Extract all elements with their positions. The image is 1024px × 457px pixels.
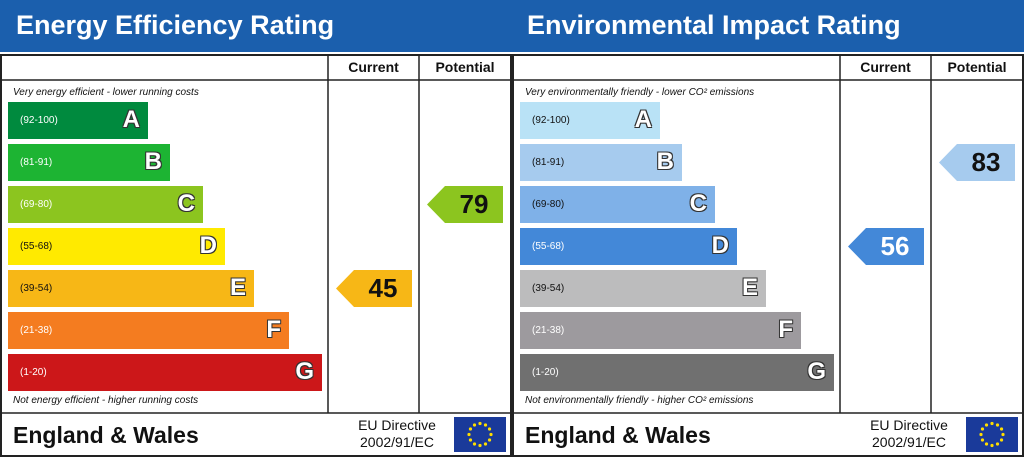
- band-range: (92-100): [20, 115, 58, 126]
- band-range: (21-38): [20, 325, 53, 336]
- energy-efficiency-panel: Energy Efficiency Rating Current Potenti…: [0, 0, 512, 457]
- potential-rating-value: 79: [459, 189, 489, 219]
- band-g: (1-20) G: [8, 354, 322, 391]
- environmental-impact-panel: Environmental Impact Rating Current Pote…: [512, 0, 1024, 457]
- band-letter: B: [144, 148, 162, 175]
- band-b: (81-91) B: [8, 144, 170, 181]
- band-c: (69-80) C: [520, 186, 715, 223]
- band-d: (55-68) D: [520, 228, 737, 265]
- top-note: Very environmentally friendly - lower CO…: [525, 87, 755, 98]
- grid-lines: [0, 54, 512, 457]
- band-range: (81-91): [20, 157, 53, 168]
- region-label: England & Wales: [13, 422, 199, 448]
- band-letter: G: [807, 358, 826, 385]
- eu-directive: EU Directive 2002/91/EC: [348, 417, 446, 451]
- band-letter: B: [656, 148, 674, 175]
- band-range: (69-80): [532, 199, 565, 210]
- band-letter: A: [122, 106, 140, 133]
- band-b: (81-91) B: [520, 144, 682, 181]
- top-note: Very energy efficient - lower running co…: [13, 87, 199, 98]
- band-f: (21-38) F: [8, 312, 289, 349]
- band-range: (55-68): [20, 241, 53, 252]
- band-f: (21-38) F: [520, 312, 801, 349]
- band-a: (92-100) A: [8, 102, 148, 139]
- potential-arrow-shape: [939, 144, 1015, 181]
- grid-lines: [512, 54, 1024, 457]
- band-letter: D: [199, 232, 217, 259]
- eu-directive: EU Directive 2002/91/EC: [860, 417, 958, 451]
- band-a: (92-100) A: [520, 102, 660, 139]
- bottom-note: Not energy efficient - higher running co…: [13, 395, 199, 406]
- region-label: England & Wales: [525, 422, 711, 448]
- potential-rating-value: 83: [971, 147, 1001, 177]
- column-header-current: Current: [860, 59, 911, 75]
- current-arrow-shape: [848, 228, 924, 265]
- band-letter: A: [634, 106, 652, 133]
- directive-line-1: EU Directive: [358, 417, 436, 433]
- chart-title: Energy Efficiency Rating: [16, 10, 335, 40]
- band-range: (21-38): [532, 325, 565, 336]
- band-d: (55-68) D: [8, 228, 225, 265]
- directive-line-2: 2002/91/EC: [360, 434, 434, 450]
- band-range: (1-20): [532, 367, 559, 378]
- band-range: (92-100): [532, 115, 570, 126]
- band-range: (39-54): [20, 283, 53, 294]
- band-range: (69-80): [20, 199, 53, 210]
- band-letter: C: [689, 190, 707, 217]
- eu-flag-icon: [966, 417, 1018, 452]
- band-letter: E: [741, 274, 758, 301]
- chart-frame: [512, 54, 1024, 457]
- band-letter: D: [711, 232, 729, 259]
- directive-line-1: EU Directive: [870, 417, 948, 433]
- current-rating-arrow: 45: [336, 270, 412, 307]
- band-range: (39-54): [532, 283, 565, 294]
- band-letter: E: [229, 274, 246, 301]
- column-header-potential: Potential: [435, 59, 495, 75]
- band-letter: C: [177, 190, 195, 217]
- panel-header: Energy Efficiency Rating: [0, 0, 512, 52]
- bottom-note: Not environmentally friendly - higher CO…: [525, 395, 754, 406]
- band-letter: F: [266, 316, 281, 343]
- band-e: (39-54) E: [520, 270, 766, 307]
- band-range: (1-20): [20, 367, 47, 378]
- band-g: (1-20) G: [520, 354, 834, 391]
- band-letter: F: [778, 316, 793, 343]
- potential-rating-arrow: 79: [427, 186, 503, 223]
- current-arrow-shape: [336, 270, 412, 307]
- column-header-current: Current: [348, 59, 399, 75]
- eu-flag-icon: [454, 417, 506, 452]
- band-c: (69-80) C: [8, 186, 203, 223]
- band-e: (39-54) E: [8, 270, 254, 307]
- panel-header: Environmental Impact Rating: [512, 0, 1024, 52]
- current-rating-value: 45: [368, 273, 398, 303]
- directive-line-2: 2002/91/EC: [872, 434, 946, 450]
- chart-frame: [0, 54, 512, 457]
- band-letter: G: [295, 358, 314, 385]
- chart-title: Environmental Impact Rating: [527, 10, 901, 40]
- potential-arrow-shape: [427, 186, 503, 223]
- potential-rating-arrow: 83: [939, 144, 1015, 181]
- current-rating-arrow: 56: [848, 228, 924, 265]
- current-rating-value: 56: [880, 231, 910, 261]
- column-header-potential: Potential: [947, 59, 1007, 75]
- band-range: (81-91): [532, 157, 565, 168]
- band-range: (55-68): [532, 241, 565, 252]
